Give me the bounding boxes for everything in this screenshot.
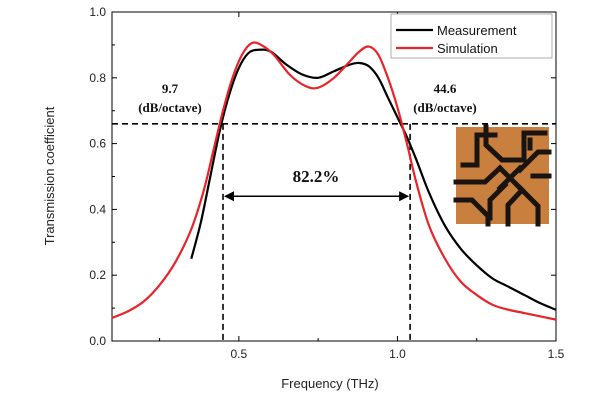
legend-label-measurement: Measurement <box>437 23 517 38</box>
y-axis-ticks: 0.0 0.2 0.4 0.6 0.8 1.0 <box>89 5 556 348</box>
arrow-right-icon <box>399 191 410 202</box>
legend-label-simulation: Simulation <box>437 41 498 56</box>
y-tick-label: 0.4 <box>89 202 106 216</box>
series-line-simulation <box>111 41 557 321</box>
x-axis-ticks: 0.5 1.0 1.5 <box>159 12 565 361</box>
series-line-measurement <box>190 48 557 311</box>
unit-cell-inset <box>453 124 552 227</box>
series-layer <box>111 41 557 321</box>
right-slope-unit: (dB/octave) <box>413 100 477 115</box>
legend-box <box>390 13 553 59</box>
y-tick-label: 0.8 <box>89 71 106 85</box>
y-tick-label: 0.0 <box>89 334 106 348</box>
left-slope-value: 9.7 <box>162 81 179 96</box>
y-tick-label: 1.0 <box>89 5 106 19</box>
x-tick-label: 1.0 <box>389 347 406 361</box>
right-slope-value: 44.6 <box>434 81 457 96</box>
bandwidth-label: 82.2% <box>293 167 340 186</box>
x-tick-label: 1.5 <box>548 347 565 361</box>
left-slope-unit: (dB/octave) <box>138 100 202 115</box>
x-tick-label: 0.5 <box>231 347 248 361</box>
y-axis-title: Transmission coefficient <box>42 106 57 245</box>
reference-lines <box>112 123 556 341</box>
unit-cell-pattern-icon <box>453 124 552 227</box>
arrow-left-icon <box>224 191 234 202</box>
legend: Measurement Simulation <box>390 13 553 59</box>
y-tick-label: 0.6 <box>89 137 106 151</box>
x-axis-title: Frequency (THz) <box>281 376 379 391</box>
bandwidth-arrow <box>224 191 410 202</box>
y-tick-label: 0.2 <box>89 268 106 282</box>
